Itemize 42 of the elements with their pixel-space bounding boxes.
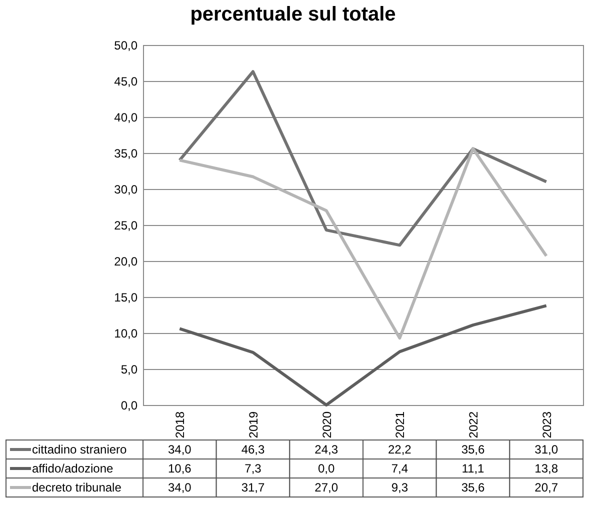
data-label: 11,1 <box>462 462 485 476</box>
data-label: 0,0 <box>318 462 335 476</box>
data-label: 24,3 <box>314 442 338 456</box>
y-tick-label: 45,0 <box>114 74 138 88</box>
data-label: 34,0 <box>168 480 192 494</box>
data-label: 35,6 <box>461 480 485 494</box>
chart-title: percentuale sul totale <box>190 4 396 26</box>
x-tick-label: 2019 <box>246 411 260 438</box>
x-tick-label: 2022 <box>466 411 480 438</box>
legend-label: affido/adozione <box>32 462 114 476</box>
x-tick-label: 2023 <box>540 411 554 438</box>
data-label: 7,3 <box>244 462 262 476</box>
data-label: 31,7 <box>241 480 265 494</box>
legend-label: cittadino straniero <box>32 442 128 456</box>
y-tick-label: 30,0 <box>114 182 138 196</box>
y-tick-label: 40,0 <box>114 110 138 124</box>
data-label: 20,7 <box>534 480 558 494</box>
legend-label: decreto tribunale <box>32 480 122 494</box>
data-label: 46,3 <box>241 442 265 456</box>
x-tick-label: 2020 <box>320 411 334 438</box>
y-tick-label: 10,0 <box>114 326 138 340</box>
y-tick-label: 35,0 <box>114 146 138 160</box>
line-series <box>178 70 548 247</box>
line-series <box>178 147 548 340</box>
data-label: 35,6 <box>461 442 485 456</box>
y-tick-label: 0,0 <box>120 398 138 412</box>
data-label: 34,0 <box>168 442 192 456</box>
line-series <box>178 304 548 406</box>
data-label: 31,0 <box>534 442 558 456</box>
data-label: 27,0 <box>314 480 338 494</box>
x-tick-label: 2021 <box>393 411 408 438</box>
y-tick-label: 50,0 <box>114 38 138 52</box>
data-label: 7,4 <box>391 462 408 476</box>
y-tick-label: 15,0 <box>114 290 138 304</box>
data-label: 13,8 <box>534 462 558 476</box>
y-tick-label: 5,0 <box>120 362 138 376</box>
data-label: 22,2 <box>388 442 412 456</box>
x-tick-label: 2018 <box>173 411 188 438</box>
data-label: 10,6 <box>168 462 192 476</box>
y-tick-label: 20,0 <box>114 254 138 268</box>
data-label: 9,3 <box>391 480 408 494</box>
y-tick-label: 25,0 <box>114 218 138 232</box>
